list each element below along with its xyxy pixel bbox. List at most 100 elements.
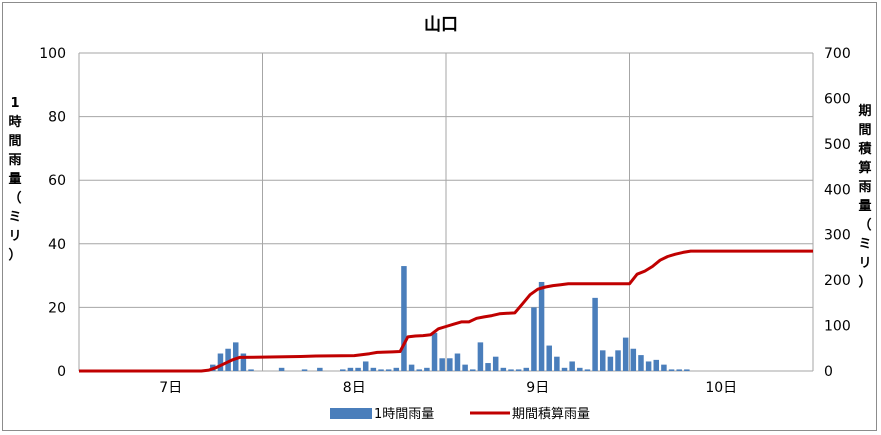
hourly-rainfall-bar bbox=[470, 369, 476, 371]
right-tick-label: 600 bbox=[824, 91, 851, 107]
hourly-rainfall-bar bbox=[362, 361, 369, 371]
hourly-rainfall-bar bbox=[393, 367, 400, 371]
hourly-rainfall-bar bbox=[401, 266, 407, 371]
x-category-label: 7日 bbox=[159, 380, 182, 396]
hourly-rainfall-bars bbox=[210, 266, 690, 371]
hourly-rainfall-bar bbox=[378, 369, 384, 371]
axis-label-char: ） bbox=[8, 247, 21, 263]
hourly-rainfall-bar bbox=[515, 369, 522, 371]
hourly-rainfall-bar bbox=[301, 369, 308, 371]
gridlines bbox=[78, 52, 814, 372]
axis-label-char: 雨 bbox=[858, 180, 871, 195]
axis-label-char: ミ bbox=[8, 210, 21, 225]
axis-label-char: 量 bbox=[8, 172, 21, 187]
hourly-rainfall-bar bbox=[439, 358, 445, 371]
left-tick-label: 40 bbox=[48, 237, 66, 253]
legend: 1時間雨量 期間積算雨量 bbox=[330, 407, 590, 422]
axis-label-char: （ bbox=[8, 190, 21, 206]
left-tick-label: 20 bbox=[48, 300, 66, 316]
hourly-rainfall-bar bbox=[607, 356, 614, 371]
hourly-rainfall-bar bbox=[615, 350, 621, 371]
hourly-rainfall-bar bbox=[240, 353, 247, 371]
hourly-rainfall-bar bbox=[317, 367, 323, 371]
axis-label-char: 間 bbox=[858, 123, 871, 138]
hourly-rainfall-bar bbox=[676, 369, 682, 371]
hourly-rainfall-bar bbox=[248, 369, 254, 371]
right-tick-label: 100 bbox=[824, 319, 851, 335]
hourly-rainfall-bar bbox=[225, 348, 231, 371]
right-tick-label: 0 bbox=[824, 364, 833, 380]
axis-label-char: 算 bbox=[858, 160, 871, 176]
x-axis-categories: 7日 8日 9日 10日 bbox=[159, 380, 737, 396]
hourly-rainfall-bar bbox=[447, 358, 453, 371]
hourly-rainfall-bar bbox=[546, 345, 552, 371]
hourly-rainfall-bar bbox=[538, 281, 545, 371]
left-axis-ticks: 0 20 40 60 80 100 bbox=[39, 46, 66, 380]
axis-label-char: 雨 bbox=[8, 153, 21, 168]
left-tick-label: 60 bbox=[48, 173, 66, 189]
hourly-rainfall-bar bbox=[416, 369, 422, 371]
hourly-rainfall-bar bbox=[370, 367, 377, 371]
hourly-rainfall-bar bbox=[340, 369, 346, 371]
hourly-rainfall-bar bbox=[561, 367, 568, 371]
legend-bar-swatch bbox=[330, 408, 372, 419]
hourly-rainfall-bar bbox=[592, 297, 598, 371]
hourly-rainfall-bar bbox=[569, 361, 575, 371]
hourly-rainfall-bar bbox=[462, 364, 468, 371]
chart-title: 山口 bbox=[424, 15, 458, 35]
hourly-rainfall-bar bbox=[454, 353, 461, 371]
axis-label-char: 間 bbox=[8, 134, 21, 149]
legend-line-label: 期間積算雨量 bbox=[512, 407, 590, 422]
left-tick-label: 100 bbox=[39, 46, 66, 62]
right-tick-label: 500 bbox=[824, 137, 851, 153]
hourly-rainfall-bar bbox=[599, 350, 606, 371]
axis-label-char: 期 bbox=[858, 104, 871, 119]
hourly-rainfall-bar bbox=[523, 367, 530, 371]
hourly-rainfall-bar bbox=[554, 356, 560, 371]
hourly-rainfall-bar bbox=[684, 369, 690, 371]
hourly-rainfall-bar bbox=[531, 307, 537, 371]
hourly-rainfall-bar bbox=[485, 363, 491, 371]
hourly-rainfall-bar bbox=[408, 364, 415, 371]
right-tick-label: 300 bbox=[824, 228, 851, 244]
right-axis-label: 期間積算雨量 （ ミリ ） bbox=[857, 104, 872, 290]
right-tick-label: 700 bbox=[824, 46, 851, 62]
axis-label-char: 量 bbox=[858, 199, 871, 214]
axis-label-char: リ bbox=[858, 256, 871, 271]
cumulative-rainfall-line bbox=[79, 249, 813, 373]
axis-label-char: リ bbox=[8, 229, 21, 244]
axis-label-char: （ bbox=[858, 217, 871, 233]
hourly-rainfall-bar bbox=[232, 342, 239, 371]
right-tick-label: 200 bbox=[824, 273, 851, 289]
left-tick-label: 0 bbox=[57, 364, 66, 380]
axis-label-char: ミ bbox=[858, 237, 871, 252]
hourly-rainfall-bar bbox=[661, 364, 667, 371]
hourly-rainfall-bar bbox=[622, 337, 629, 371]
hourly-rainfall-bar bbox=[653, 359, 660, 371]
x-category-label: 9日 bbox=[526, 380, 549, 396]
hourly-rainfall-bar bbox=[217, 353, 224, 371]
hourly-rainfall-bar bbox=[630, 348, 637, 371]
hourly-rainfall-bar bbox=[500, 367, 507, 371]
left-axis-label: 1 時間雨量 （ ミリ ） bbox=[8, 96, 21, 263]
hourly-rainfall-bar bbox=[492, 356, 499, 371]
hourly-rainfall-bar bbox=[424, 367, 430, 371]
hourly-rainfall-bar bbox=[668, 369, 675, 371]
hourly-rainfall-bar bbox=[355, 367, 361, 371]
hourly-rainfall-bar bbox=[347, 367, 354, 371]
hourly-rainfall-bar bbox=[431, 332, 438, 371]
legend-bar-label: 1時間雨量 bbox=[374, 407, 434, 422]
hourly-rainfall-bar bbox=[577, 367, 583, 371]
hourly-rainfall-bar bbox=[638, 355, 644, 371]
axis-label-char: 積 bbox=[857, 141, 872, 157]
x-category-label: 8日 bbox=[343, 380, 366, 396]
right-tick-label: 400 bbox=[824, 182, 851, 198]
hourly-rainfall-bar bbox=[645, 361, 652, 371]
hourly-rainfall-bar bbox=[278, 367, 285, 371]
axis-label-char: 1 bbox=[10, 96, 19, 111]
hourly-rainfall-bar bbox=[584, 369, 591, 371]
hourly-rainfall-bar bbox=[508, 369, 514, 371]
x-category-label: 10日 bbox=[705, 380, 737, 396]
hourly-rainfall-bar bbox=[477, 342, 484, 371]
